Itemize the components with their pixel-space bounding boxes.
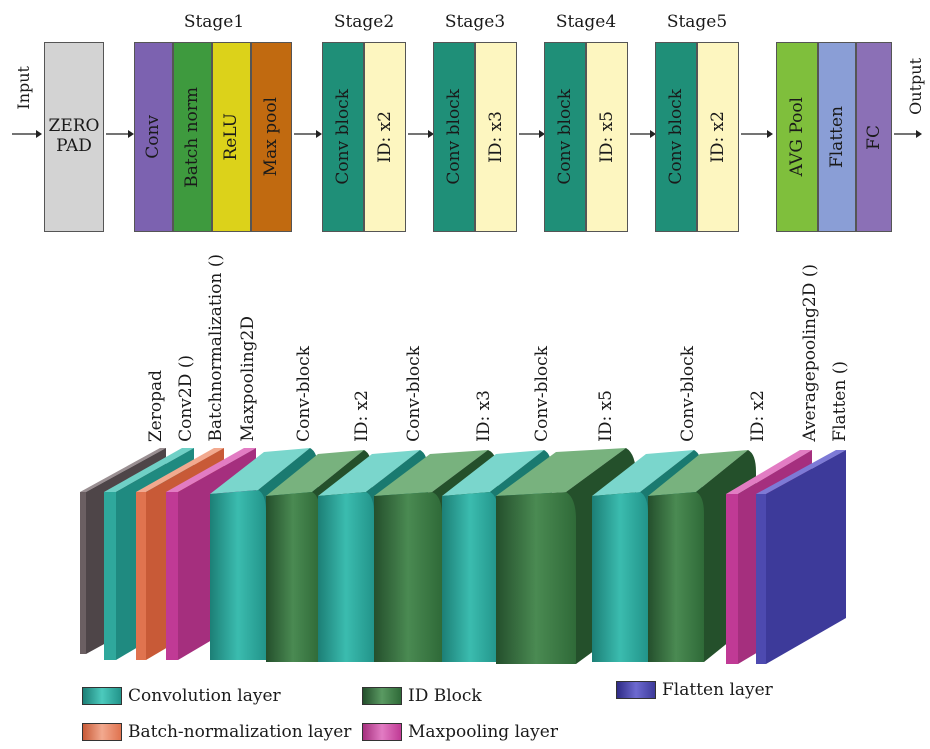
legend-conv-swatch — [82, 687, 122, 705]
stage1-title: Stage1 — [183, 12, 245, 32]
layer-label-conv-block-1: Conv-block — [294, 346, 314, 442]
avg-pool-block: AVG Pool — [776, 42, 818, 232]
legend-bn: Batch-normalization layer — [82, 722, 351, 742]
legend-flatten-label: Flatten layer — [662, 680, 773, 700]
legend-id: ID Block — [362, 686, 482, 706]
layer-label-batchnorm: Batchnormalization () — [206, 254, 226, 442]
stage5-conv-block: Conv block — [655, 42, 697, 232]
layer-label-flatten: Flatten () — [830, 361, 850, 442]
flatten-block: Flatten — [818, 42, 856, 232]
layer-label-conv-block-3: Conv-block — [532, 346, 552, 442]
stage1-conv: Conv — [134, 42, 173, 232]
stage2-id-block: ID: x2 — [364, 42, 406, 232]
stage3-title: Stage3 — [444, 12, 506, 32]
zero-pad-block: ZERO PAD — [44, 42, 104, 232]
zero-pad-label: ZERO PAD — [48, 116, 100, 156]
legend-flatten-swatch — [616, 681, 656, 699]
arrow-6 — [741, 130, 773, 138]
legend-bn-label: Batch-normalization layer — [128, 722, 352, 742]
layer-label-id-x2-a: ID: x2 — [352, 390, 372, 442]
output-arrow — [894, 130, 922, 138]
legend-flatten: Flatten layer — [616, 680, 773, 700]
legend-pool: Maxpooling layer — [362, 722, 558, 742]
stage3-conv-block: Conv block — [433, 42, 475, 232]
stage2-title: Stage2 — [333, 12, 395, 32]
layer-label-conv-block-2: Conv-block — [404, 346, 424, 442]
legend-conv: Convolution layer — [82, 686, 281, 706]
legend-bn-swatch — [82, 723, 122, 741]
stage5-id-block: ID: x2 — [697, 42, 739, 232]
stage4-id-block: ID: x5 — [586, 42, 628, 232]
stage3-id-block: ID: x3 — [475, 42, 517, 232]
stage5-title: Stage5 — [666, 12, 728, 32]
layer-label-id-x5: ID: x5 — [596, 390, 616, 442]
layer-label-conv2d: Conv2D () — [176, 355, 196, 442]
legend-id-swatch — [362, 687, 402, 705]
legend-conv-label: Convolution layer — [128, 686, 281, 706]
arrow-3 — [408, 130, 434, 138]
layer-label-conv-block-4: Conv-block — [678, 346, 698, 442]
layer-label-zeropad: Zeropad — [146, 369, 166, 442]
layer-label-id-x3: ID: x3 — [474, 390, 494, 442]
layer-label-maxpool: Maxpooling2D — [238, 316, 258, 442]
stage1-batch-norm: Batch norm — [173, 42, 212, 232]
stage2-conv-block: Conv block — [322, 42, 364, 232]
arrow-5 — [630, 130, 656, 138]
arrow-2 — [294, 130, 322, 138]
layer-label-id-x2-b: ID: x2 — [748, 390, 768, 442]
layer-label-avgpool: Averagepooling2D () — [800, 264, 820, 442]
stage4-title: Stage4 — [555, 12, 617, 32]
arrow-1 — [106, 130, 134, 138]
legend-id-label: ID Block — [408, 686, 482, 706]
legend-pool-label: Maxpooling layer — [408, 722, 558, 742]
stage1-max-pool: Max pool — [251, 42, 292, 232]
legend-pool-swatch — [362, 723, 402, 741]
layer-flatten — [756, 450, 846, 664]
stage1-relu: ReLU — [212, 42, 251, 232]
input-arrow — [12, 130, 42, 138]
stage4-conv-block: Conv block — [544, 42, 586, 232]
arrow-4 — [519, 130, 545, 138]
fc-block: FC — [856, 42, 892, 232]
